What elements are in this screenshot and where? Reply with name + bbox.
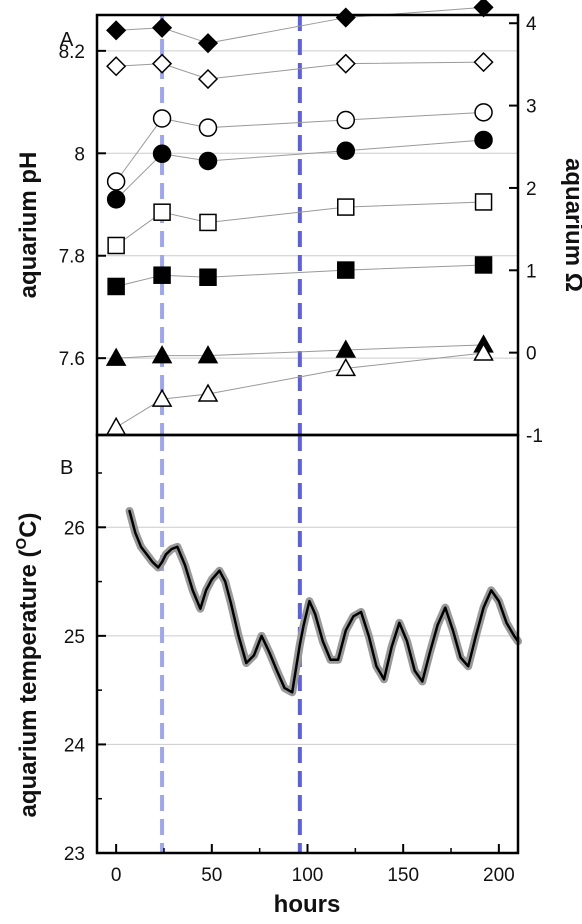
open-square-marker <box>474 193 493 211</box>
omega-tick-label: 0 <box>526 344 537 365</box>
filled-diamond-marker <box>473 0 494 18</box>
filled-diamond-marker <box>152 17 173 38</box>
open-diamond-marker <box>197 68 219 90</box>
temperature-tick-label: 24 <box>64 735 86 756</box>
filled-square-marker <box>474 256 493 274</box>
filled-circle-marker <box>152 144 172 164</box>
filled-diamond-marker <box>335 7 356 28</box>
filled-triangle-marker <box>105 347 127 366</box>
open-square-marker <box>153 203 171 221</box>
panel-a-series <box>105 0 494 436</box>
ph-tick-label: 7.8 <box>59 247 85 268</box>
ph-tick-label: 7.6 <box>59 349 85 370</box>
temperature-axis-title-unit: C) <box>15 512 42 537</box>
filled-square-marker <box>337 261 355 279</box>
hours-tick-label: 200 <box>483 865 515 886</box>
ph-axis-title: aquarium pH <box>15 152 42 299</box>
temperature-axis-title-superscript: O <box>13 537 30 549</box>
hours-tick-label: 100 <box>292 865 324 886</box>
open-circle-marker <box>106 172 126 191</box>
panel-a-y-ticks: 7.6 7.8 8 8.2 <box>59 42 106 370</box>
filled-diamond-marker <box>106 20 127 41</box>
open-circle-marker <box>198 118 218 137</box>
open-triangle-marker <box>335 357 357 377</box>
filled-circle-marker <box>474 130 493 150</box>
panel-b-x-ticks: 0 50 100 150 200 <box>111 844 515 886</box>
open-diamond-marker <box>335 53 356 74</box>
panel-b-label: B <box>60 457 73 479</box>
open-diamond-marker <box>473 52 494 73</box>
x-axis-title: hours <box>274 891 341 918</box>
temperature-tick-label: 23 <box>64 844 85 865</box>
ph-tick-label: 8.2 <box>59 42 85 63</box>
omega-tick-label: 2 <box>526 179 537 200</box>
panel-a-label: A <box>60 29 74 51</box>
open-circle-marker <box>474 103 493 122</box>
hours-tick-label: 50 <box>201 865 222 886</box>
panel-b-y-ticks: 23 24 25 26 <box>64 472 106 865</box>
panel-a-reference-lines <box>160 15 302 435</box>
temperature-line <box>128 509 520 694</box>
panel-b-grid <box>97 526 518 745</box>
open-diamond-marker <box>106 56 127 77</box>
open-square-marker <box>107 236 125 255</box>
panel-b-series <box>125 507 522 697</box>
panel-b-reference-lines <box>160 435 302 853</box>
filled-triangle-marker <box>197 345 219 364</box>
filled-circle-marker <box>336 141 356 160</box>
filled-square-marker <box>107 277 125 296</box>
open-triangle-marker <box>105 416 127 436</box>
hours-tick-label: 150 <box>387 865 419 886</box>
open-triangle-marker <box>473 342 494 361</box>
open-circle-marker <box>152 109 172 128</box>
filled-square-marker <box>199 268 217 286</box>
open-triangle-marker <box>197 383 219 402</box>
omega-tick-label: 4 <box>526 14 537 35</box>
open-circle-marker <box>336 110 356 130</box>
panel-b: 23 24 25 26 0 50 100 150 200 B aquarium tempera… <box>13 433 522 918</box>
temperature-band <box>125 507 522 697</box>
panel-a: 7.6 7.8 8 8.2 -1 0 1 2 3 4 A aquarium pH aquariu… <box>15 0 582 447</box>
omega-axis-title: aquarium Ω <box>560 158 582 292</box>
open-triangle-marker <box>151 388 173 407</box>
filled-circle-marker <box>198 151 218 171</box>
filled-diamond-marker <box>197 33 219 54</box>
open-square-marker <box>199 213 217 232</box>
omega-tick-label: -1 <box>526 426 543 447</box>
omega-tick-label: 3 <box>526 97 537 118</box>
omega-tick-label: 1 <box>526 261 537 282</box>
panel-a-y2-ticks: -1 0 1 2 3 4 <box>509 14 543 447</box>
open-square-marker <box>337 198 355 216</box>
filled-triangle-marker <box>335 339 357 358</box>
open-diamond-marker <box>152 53 173 74</box>
hours-tick-label: 0 <box>111 865 122 886</box>
temperature-tick-label: 25 <box>64 627 85 648</box>
temperature-axis-title-text: aquarium temperature ( <box>15 549 42 817</box>
filled-triangle-marker <box>151 345 173 364</box>
temperature-axis-title: aquarium temperature (OC) <box>13 512 42 817</box>
ph-tick-label: 8 <box>74 144 85 165</box>
temperature-tick-label: 26 <box>64 518 85 539</box>
filled-square-marker <box>153 266 171 284</box>
filled-circle-marker <box>106 190 126 209</box>
